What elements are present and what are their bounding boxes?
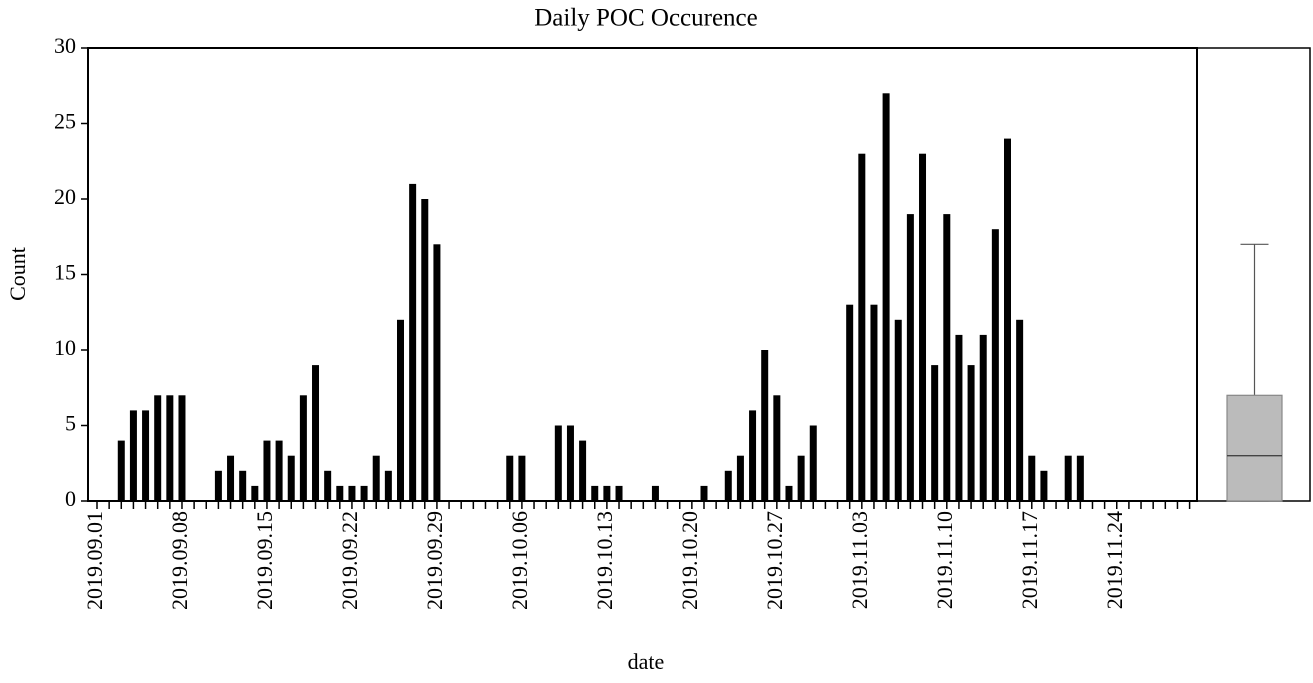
y-tick-label: 10 [54, 335, 76, 360]
bar [931, 365, 939, 501]
box [1226, 394, 1283, 502]
bar [178, 395, 186, 501]
bar [129, 410, 137, 501]
bar [1016, 319, 1024, 501]
bar [518, 455, 526, 501]
bar [870, 304, 878, 501]
bar [724, 470, 732, 501]
y-tick-label: 30 [54, 33, 76, 58]
bar [979, 334, 987, 501]
bar [421, 199, 429, 501]
bar [894, 319, 902, 501]
bar [251, 485, 259, 501]
bar [797, 455, 805, 501]
bar [166, 395, 174, 501]
bar [384, 470, 392, 501]
bar [1076, 455, 1084, 501]
bar [275, 440, 283, 501]
bar [1004, 138, 1011, 501]
bar [785, 485, 793, 501]
bar [846, 304, 854, 501]
bar [943, 214, 951, 501]
x-tick-label: 2019.09.01 [82, 511, 107, 610]
bar [227, 455, 235, 501]
bar [700, 485, 708, 501]
x-tick-label: 2019.10.27 [762, 511, 787, 610]
bar [991, 229, 999, 501]
bar [312, 365, 320, 501]
bar [749, 410, 757, 501]
bar [433, 244, 441, 502]
bar [967, 365, 975, 501]
bar [882, 93, 890, 502]
bar [651, 485, 659, 501]
bar [324, 470, 332, 501]
bar [409, 183, 417, 501]
x-axis-label: date [628, 649, 665, 674]
x-tick-label: 2019.10.06 [507, 511, 532, 610]
bar [919, 153, 927, 501]
bar [579, 440, 587, 501]
bar [615, 485, 623, 501]
bar [603, 485, 611, 501]
x-tick-label: 2019.10.13 [592, 511, 617, 610]
bar [397, 319, 404, 501]
bar [554, 425, 562, 501]
y-axis-label: Count [5, 247, 30, 301]
bar [154, 395, 162, 501]
bar [736, 455, 744, 501]
plot-frame [87, 47, 1198, 502]
y-tick-label: 25 [54, 109, 76, 134]
bar [239, 470, 247, 501]
bar [761, 350, 769, 501]
bar [809, 425, 817, 501]
bar [117, 440, 125, 501]
bar [1040, 470, 1048, 501]
bar [336, 485, 344, 501]
chart-title: Daily POC Occurence [534, 5, 758, 32]
bar [1064, 455, 1072, 501]
y-tick-label: 0 [65, 486, 76, 511]
x-tick-label: 2019.09.15 [252, 511, 277, 610]
bar [142, 410, 150, 501]
x-tick-label: 2019.11.24 [1102, 511, 1127, 609]
bar [506, 455, 514, 501]
y-tick-label: 15 [54, 260, 76, 285]
y-tick-label: 20 [54, 184, 76, 209]
bar [591, 485, 599, 501]
bar [955, 334, 963, 501]
bar [372, 455, 380, 501]
x-tick-label: 2019.11.10 [932, 511, 957, 609]
y-tick-label: 5 [65, 411, 76, 436]
bar [906, 214, 914, 501]
bar [287, 455, 295, 501]
bar [263, 440, 271, 501]
bar [773, 395, 781, 501]
bar [214, 470, 222, 501]
x-tick-label: 2019.11.03 [847, 511, 872, 609]
bar [360, 485, 368, 501]
x-tick-label: 2019.09.08 [167, 511, 192, 610]
bar [348, 485, 356, 501]
x-tick-label: 2019.09.22 [337, 511, 362, 610]
x-tick-label: 2019.09.29 [422, 511, 447, 610]
x-tick-label: 2019.10.20 [677, 511, 702, 610]
bar [858, 153, 866, 501]
bar [1028, 455, 1036, 501]
bar [566, 425, 574, 501]
x-tick-label: 2019.11.17 [1017, 511, 1042, 609]
bar [299, 395, 307, 501]
